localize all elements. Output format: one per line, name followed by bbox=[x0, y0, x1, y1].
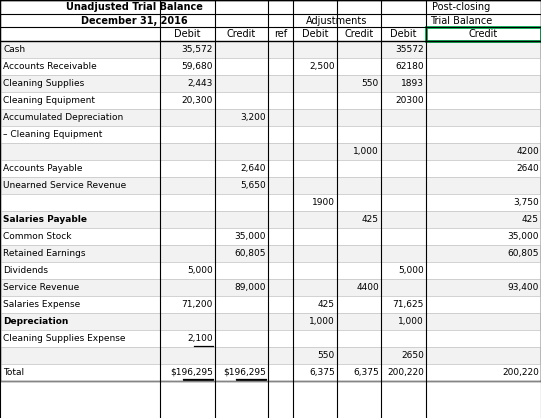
Text: 89,000: 89,000 bbox=[234, 283, 266, 292]
Text: Salaries Payable: Salaries Payable bbox=[3, 215, 87, 224]
Bar bbox=[0, 262, 541, 279]
Text: 2,100: 2,100 bbox=[187, 334, 213, 343]
Text: 2,443: 2,443 bbox=[188, 79, 213, 88]
Bar bbox=[0, 279, 541, 296]
Text: 60,805: 60,805 bbox=[234, 249, 266, 258]
Text: 425: 425 bbox=[362, 215, 379, 224]
Text: Common Stock: Common Stock bbox=[3, 232, 71, 241]
Text: 200,220: 200,220 bbox=[387, 368, 424, 377]
Text: $196,295: $196,295 bbox=[223, 368, 266, 377]
Text: 1900: 1900 bbox=[312, 198, 335, 207]
Text: 550: 550 bbox=[362, 79, 379, 88]
Text: 3,200: 3,200 bbox=[240, 113, 266, 122]
Text: Accumulated Depreciation: Accumulated Depreciation bbox=[3, 113, 123, 122]
Text: 35,000: 35,000 bbox=[234, 232, 266, 241]
Text: 20,300: 20,300 bbox=[182, 96, 213, 105]
Text: Adjustments: Adjustments bbox=[306, 15, 368, 25]
Text: 2,640: 2,640 bbox=[241, 164, 266, 173]
Bar bbox=[0, 143, 541, 160]
Text: Unearned Service Revenue: Unearned Service Revenue bbox=[3, 181, 126, 190]
Text: Credit: Credit bbox=[469, 29, 498, 39]
Bar bbox=[0, 177, 541, 194]
Text: Debit: Debit bbox=[390, 29, 417, 39]
Text: 35572: 35572 bbox=[395, 45, 424, 54]
Text: Service Revenue: Service Revenue bbox=[3, 283, 79, 292]
Text: 35,572: 35,572 bbox=[182, 45, 213, 54]
Text: 2650: 2650 bbox=[401, 351, 424, 360]
Text: 35,000: 35,000 bbox=[507, 232, 539, 241]
Text: Unadjusted Trial Balance: Unadjusted Trial Balance bbox=[65, 2, 202, 12]
Text: 62180: 62180 bbox=[395, 62, 424, 71]
Text: Cleaning Supplies Expense: Cleaning Supplies Expense bbox=[3, 334, 126, 343]
Text: 1,000: 1,000 bbox=[398, 317, 424, 326]
Bar bbox=[0, 228, 541, 245]
Bar bbox=[0, 75, 541, 92]
Text: 3,750: 3,750 bbox=[513, 198, 539, 207]
Bar bbox=[0, 330, 541, 347]
Text: 1,000: 1,000 bbox=[309, 317, 335, 326]
Bar bbox=[0, 126, 541, 143]
Text: 59,680: 59,680 bbox=[181, 62, 213, 71]
Text: Accounts Receivable: Accounts Receivable bbox=[3, 62, 97, 71]
Text: 425: 425 bbox=[522, 215, 539, 224]
Bar bbox=[0, 109, 541, 126]
Text: 60,805: 60,805 bbox=[507, 249, 539, 258]
Text: Accounts Payable: Accounts Payable bbox=[3, 164, 82, 173]
Text: 6,375: 6,375 bbox=[309, 368, 335, 377]
Text: Credit: Credit bbox=[345, 29, 374, 39]
Text: 20300: 20300 bbox=[395, 96, 424, 105]
Text: Cleaning Supplies: Cleaning Supplies bbox=[3, 79, 84, 88]
Bar bbox=[0, 313, 541, 330]
Text: 6,375: 6,375 bbox=[353, 368, 379, 377]
Text: Credit: Credit bbox=[227, 29, 256, 39]
Bar bbox=[426, 27, 541, 41]
Text: Cleaning Equipment: Cleaning Equipment bbox=[3, 96, 95, 105]
Bar bbox=[0, 160, 541, 177]
Text: 550: 550 bbox=[318, 351, 335, 360]
Text: Retained Earnings: Retained Earnings bbox=[3, 249, 85, 258]
Text: 5,650: 5,650 bbox=[240, 181, 266, 190]
Text: Debit: Debit bbox=[174, 29, 201, 39]
Text: 2640: 2640 bbox=[516, 164, 539, 173]
Text: 5,000: 5,000 bbox=[398, 266, 424, 275]
Text: Trial Balance: Trial Balance bbox=[430, 15, 492, 25]
Text: Cash: Cash bbox=[3, 45, 25, 54]
Bar bbox=[0, 194, 541, 211]
Bar bbox=[0, 245, 541, 262]
Text: 200,220: 200,220 bbox=[502, 368, 539, 377]
Text: Debit: Debit bbox=[302, 29, 328, 39]
Text: 93,400: 93,400 bbox=[507, 283, 539, 292]
Text: 1,000: 1,000 bbox=[353, 147, 379, 156]
Text: 4200: 4200 bbox=[516, 147, 539, 156]
Bar bbox=[0, 364, 541, 381]
Text: 2,500: 2,500 bbox=[309, 62, 335, 71]
Text: Dividends: Dividends bbox=[3, 266, 48, 275]
Text: $196,295: $196,295 bbox=[170, 368, 213, 377]
Bar bbox=[0, 347, 541, 364]
Text: 71,200: 71,200 bbox=[182, 300, 213, 309]
Text: Post-closing: Post-closing bbox=[432, 2, 490, 12]
Text: 5,000: 5,000 bbox=[187, 266, 213, 275]
Bar bbox=[0, 296, 541, 313]
Text: 425: 425 bbox=[318, 300, 335, 309]
Bar bbox=[0, 58, 541, 75]
Bar bbox=[0, 41, 541, 58]
Text: 1893: 1893 bbox=[401, 79, 424, 88]
Text: 4400: 4400 bbox=[357, 283, 379, 292]
Text: Depreciation: Depreciation bbox=[3, 317, 68, 326]
Bar bbox=[0, 211, 541, 228]
Bar bbox=[0, 92, 541, 109]
Text: ref: ref bbox=[274, 29, 287, 39]
Text: December 31, 2016: December 31, 2016 bbox=[81, 15, 187, 25]
Text: Total: Total bbox=[3, 368, 24, 377]
Text: – Cleaning Equipment: – Cleaning Equipment bbox=[3, 130, 102, 139]
Text: 71,625: 71,625 bbox=[393, 300, 424, 309]
Text: Salaries Expense: Salaries Expense bbox=[3, 300, 80, 309]
